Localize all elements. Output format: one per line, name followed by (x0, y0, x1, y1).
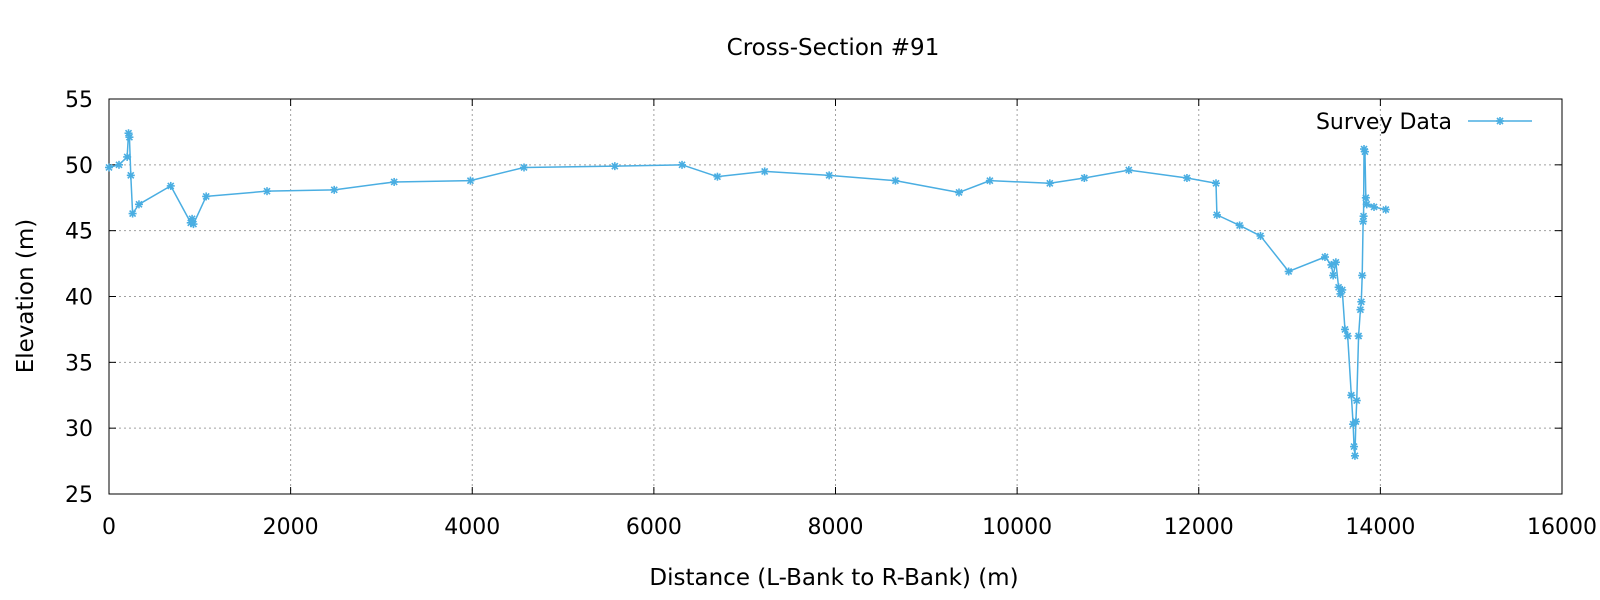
data-point (985, 176, 994, 185)
data-point (1356, 305, 1365, 314)
x-tick-label: 8000 (808, 515, 864, 540)
data-point (125, 133, 134, 142)
data-point (1361, 193, 1370, 202)
data-point (825, 171, 834, 180)
y-tick-label: 50 (65, 154, 93, 179)
grid-lines (109, 99, 1562, 494)
data-point (1354, 332, 1363, 340)
data-point (1124, 166, 1133, 175)
y-axis-title: Elevation (m) (13, 219, 39, 374)
x-tick-label: 4000 (444, 515, 500, 540)
data-point (126, 171, 135, 180)
data-point (1350, 442, 1359, 451)
data-point (1352, 396, 1361, 405)
x-tick-label: 2000 (263, 515, 319, 540)
chart-title: Cross-Section #91 (727, 35, 940, 61)
data-point (1351, 417, 1360, 426)
y-tick-label: 25 (65, 483, 93, 508)
legend-label: Survey Data (1316, 110, 1452, 135)
x-tick-label: 16000 (1527, 515, 1597, 540)
data-point (1336, 289, 1345, 298)
data-point (955, 188, 964, 197)
data-point (1340, 325, 1349, 334)
axis-ticks: 0 2000 4000 6000 8000 10000 12000 14000 16000 25 3… (65, 88, 1597, 540)
data-point (105, 163, 113, 172)
x-tick-label: 10000 (982, 515, 1052, 540)
data-point (189, 220, 198, 229)
data-point (134, 200, 143, 209)
data-point (1360, 147, 1369, 156)
legend-marker (1496, 117, 1504, 125)
x-tick-label: 14000 (1345, 515, 1415, 540)
data-point (1362, 200, 1371, 209)
data-point (1359, 212, 1368, 221)
data-point (1357, 297, 1366, 306)
data-point (390, 177, 399, 186)
data-point (1080, 174, 1089, 182)
data-point (128, 209, 137, 218)
data-point (1496, 117, 1504, 125)
data-point (1331, 258, 1340, 267)
data-point (1045, 179, 1054, 188)
data-point (1347, 391, 1356, 400)
data-point (466, 176, 475, 185)
data-point (1212, 210, 1221, 219)
data-point (1256, 231, 1265, 240)
series-layer (105, 129, 1390, 460)
x-axis-title: Distance (L-Bank to R-Bank) (m) (649, 565, 1018, 591)
data-point (1381, 205, 1390, 214)
data-point (1212, 179, 1221, 188)
data-point (1343, 332, 1352, 340)
data-point (520, 163, 529, 172)
x-tick-label: 0 (102, 515, 116, 540)
data-point (1182, 174, 1191, 182)
data-point (1284, 267, 1293, 276)
series-line (108, 132, 1386, 457)
x-tick-label: 12000 (1164, 515, 1234, 540)
data-point (891, 176, 900, 185)
data-point (1320, 253, 1329, 261)
data-point (1338, 285, 1347, 294)
y-tick-label: 45 (65, 220, 93, 245)
data-point (760, 167, 769, 176)
data-point (713, 172, 722, 181)
data-point (1235, 221, 1244, 230)
data-point (330, 185, 339, 194)
data-point (166, 181, 175, 190)
data-point (610, 162, 619, 171)
y-tick-label: 30 (65, 417, 93, 442)
data-point (678, 160, 687, 169)
data-point (1370, 202, 1379, 211)
data-point (1329, 271, 1338, 280)
legend: Survey Data (1316, 110, 1532, 135)
y-tick-label: 55 (65, 88, 93, 113)
data-point (114, 160, 123, 169)
data-point (202, 192, 211, 201)
x-tick-label: 6000 (626, 515, 682, 540)
y-tick-label: 40 (65, 286, 93, 311)
data-point (1350, 451, 1359, 460)
data-point (1358, 271, 1367, 280)
data-point (263, 187, 272, 196)
data-point (123, 152, 132, 161)
y-tick-label: 35 (65, 351, 93, 376)
